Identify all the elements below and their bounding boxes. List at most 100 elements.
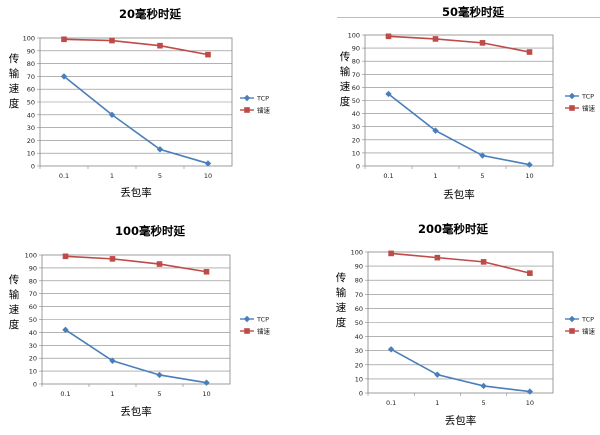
y-tick-label: 20	[352, 136, 360, 144]
data-point	[203, 379, 210, 386]
data-point	[109, 37, 115, 44]
y-tick-label: 70	[355, 291, 363, 299]
chart-50ms-delay: 50毫秒时延 0 10 20 30 40 50 60 70 80 90 100 0.1 1 5 10 丢包率 传输…	[305, 0, 600, 219]
legend-marker	[243, 315, 251, 323]
y-tick-label: 80	[27, 60, 35, 68]
legend-label: TCP	[256, 316, 269, 324]
data-point	[432, 36, 439, 42]
x-tick-label: 1	[435, 399, 439, 407]
data-point	[479, 40, 486, 46]
data-point	[432, 127, 439, 134]
y-tick-label: 20	[27, 137, 35, 145]
legend-label: TCP	[581, 316, 594, 324]
y-tick-label: 60	[27, 86, 35, 94]
y-tick-label: 30	[352, 123, 360, 131]
y-tick-label: 60	[352, 84, 360, 92]
y-tick-label: 50	[29, 316, 37, 324]
y-tick-label: 30	[27, 124, 35, 132]
series-line-tcp	[390, 348, 530, 393]
y-tick-label: 0	[359, 390, 363, 398]
y-axis-label: 传输速度	[336, 272, 347, 329]
data-point	[109, 256, 116, 262]
y-tick-label: 70	[352, 71, 360, 79]
x-tick-label: 5	[157, 390, 161, 398]
y-tick-label: 80	[355, 277, 363, 285]
data-point	[480, 382, 487, 390]
series-line-raysync	[391, 252, 531, 274]
legend-marker	[568, 315, 576, 323]
y-tick-label: 40	[352, 110, 360, 118]
x-tick-label: 1	[110, 390, 114, 398]
y-tick-label: 50	[352, 97, 360, 105]
x-tick-label: 10	[526, 399, 534, 407]
data-point	[62, 253, 69, 260]
data-point	[385, 33, 392, 40]
legend-label: 镭速	[257, 106, 271, 115]
y-tick-label: 80	[352, 58, 360, 66]
y-tick-label: 60	[355, 305, 363, 313]
data-point	[526, 49, 533, 55]
data-point	[156, 371, 163, 379]
x-tick-label: 1	[433, 172, 437, 180]
data-point	[156, 146, 164, 153]
data-point	[385, 90, 392, 98]
data-point	[526, 388, 534, 395]
separator-line	[337, 17, 600, 18]
y-tick-label: 40	[27, 111, 35, 119]
y-tick-label: 100	[23, 35, 35, 43]
y-tick-label: 100	[25, 252, 37, 260]
x-tick-label: 0.1	[386, 399, 396, 407]
y-tick-label: 100	[348, 32, 360, 40]
y-tick-label: 40	[29, 329, 37, 337]
data-point	[157, 42, 163, 49]
x-tick-label: 5	[158, 172, 162, 180]
data-point	[387, 346, 395, 353]
data-point	[61, 36, 67, 43]
data-point	[205, 51, 211, 58]
y-tick-label: 70	[29, 290, 37, 298]
chart-title: 200毫秒时延	[418, 222, 489, 236]
x-tick-label: 0.1	[59, 172, 69, 180]
y-axis-label: 传输速度	[9, 53, 20, 110]
y-tick-label: 10	[352, 149, 360, 157]
chart-svg: 200毫秒时延 0 10 20 30 40 50 60 70 80 90 100 0.1 1 5 10 丢包率 传…	[336, 222, 596, 427]
data-point	[203, 268, 210, 275]
legend-label: 镭速	[257, 327, 271, 336]
chart-svg: 100毫秒时延 0 10 20 30 40 50 60 70 80 90 100 0.1 1 5 10 丢包率 传…	[9, 224, 271, 418]
y-tick-label: 90	[352, 45, 360, 53]
chart-svg: 20毫秒时延 0 10 20 30 40 50 60 70 80 90 100 0.1 1 5 10 丢包率 传输…	[9, 7, 271, 199]
y-tick-label: 90	[355, 263, 363, 271]
legend-label: TCP	[581, 93, 594, 101]
y-tick-label: 50	[27, 99, 35, 107]
y-tick-label: 50	[355, 319, 363, 327]
data-point	[204, 160, 212, 167]
y-axis-label: 传输速度	[340, 51, 351, 108]
legend-marker	[568, 92, 576, 100]
x-tick-label: 0.1	[60, 390, 70, 398]
y-tick-label: 10	[29, 368, 37, 376]
data-point	[62, 326, 69, 334]
chart-100ms-delay: 100毫秒时延 0 10 20 30 40 50 60 70 80 90 100 0.1 1 5 10 丢包率 传…	[0, 215, 300, 435]
series-line-raysync	[388, 35, 530, 53]
x-axis-label: 丢包率	[443, 188, 475, 201]
x-tick-label: 1	[110, 172, 114, 180]
data-point	[108, 111, 116, 118]
data-point	[526, 161, 533, 168]
data-point	[480, 259, 487, 265]
chart-200ms-delay: 200毫秒时延 0 10 20 30 40 50 60 70 80 90 100 0.1 1 5 10 丢包率 传…	[305, 215, 600, 435]
x-tick-label: 10	[525, 172, 533, 180]
x-tick-label: 5	[480, 172, 484, 180]
y-tick-label: 0	[31, 163, 35, 171]
legend-marker	[243, 94, 251, 102]
y-tick-label: 40	[355, 333, 363, 341]
x-tick-label: 0.1	[383, 172, 393, 180]
data-point	[60, 73, 68, 80]
y-tick-label: 90	[29, 264, 37, 272]
x-axis-label: 丢包率	[120, 405, 152, 418]
series-line-raysync	[65, 255, 207, 273]
data-point	[156, 261, 163, 267]
chart-svg: 50毫秒时延 0 10 20 30 40 50 60 70 80 90 100 0.1 1 5 10 丢包率 传输…	[340, 5, 596, 201]
legend-marker	[244, 328, 250, 334]
y-tick-label: 10	[27, 150, 35, 158]
data-point	[434, 371, 441, 378]
